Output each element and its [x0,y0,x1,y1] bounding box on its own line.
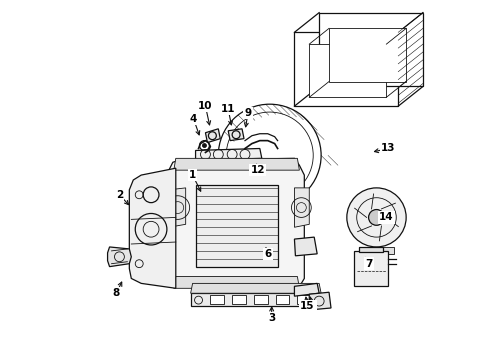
Text: 1: 1 [189,170,196,180]
Polygon shape [329,28,406,82]
Text: 13: 13 [381,144,395,153]
Text: 14: 14 [379,212,393,222]
Polygon shape [108,247,131,267]
Polygon shape [319,13,423,86]
Polygon shape [359,247,383,252]
Polygon shape [174,158,299,170]
Text: 9: 9 [245,108,251,118]
Text: 10: 10 [198,101,213,111]
Text: 5: 5 [309,301,316,311]
Text: 7: 7 [365,259,372,269]
Text: 4: 4 [190,114,197,124]
Polygon shape [196,148,262,160]
Polygon shape [232,295,246,304]
Polygon shape [191,283,321,293]
Circle shape [202,144,206,148]
Circle shape [368,210,384,225]
Polygon shape [205,129,221,143]
Text: 3: 3 [268,313,275,323]
Text: 12: 12 [250,165,265,175]
Polygon shape [254,295,268,304]
Polygon shape [129,168,176,288]
Circle shape [347,188,406,247]
Polygon shape [294,237,317,256]
Polygon shape [294,188,309,227]
Text: 2: 2 [116,190,123,200]
Polygon shape [169,158,304,286]
Polygon shape [297,295,311,304]
Polygon shape [354,251,389,286]
Polygon shape [359,247,394,254]
Polygon shape [210,295,224,304]
Text: 15: 15 [300,301,315,311]
Polygon shape [228,129,244,141]
Polygon shape [174,276,299,288]
Text: 6: 6 [264,249,271,259]
Polygon shape [294,283,319,296]
Polygon shape [169,188,186,227]
Polygon shape [196,185,278,267]
Text: 8: 8 [113,288,120,298]
Polygon shape [294,32,398,106]
Text: 11: 11 [221,104,235,114]
Polygon shape [276,295,290,304]
Polygon shape [191,293,321,306]
Polygon shape [309,292,331,310]
Polygon shape [309,44,387,97]
